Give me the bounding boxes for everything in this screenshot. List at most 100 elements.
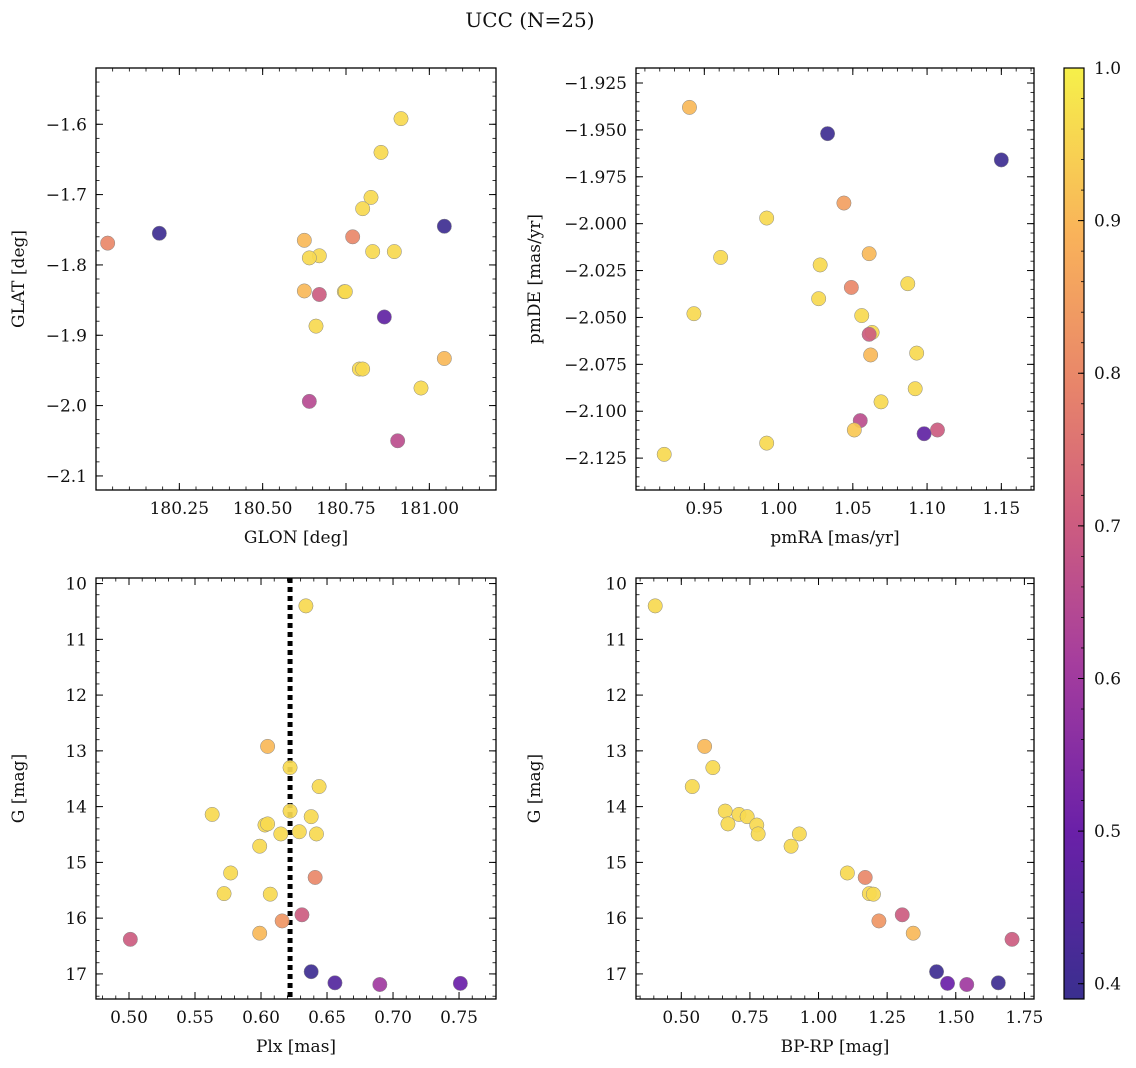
y-axis-label: GLAT [deg] (9, 230, 29, 328)
y-tick-label: −1.9 (46, 326, 87, 346)
y-tick-label: −2.0 (46, 397, 87, 417)
colorbar-tick-label: 0.4 (1094, 975, 1121, 995)
data-point (697, 738, 713, 754)
colorbar-gradient (1063, 67, 1085, 1000)
data-point (843, 279, 859, 295)
data-point (303, 964, 319, 980)
y-tick-label: −1.950 (564, 121, 627, 141)
axes-frame (635, 67, 1035, 491)
figure-title: UCC (N=25) (465, 8, 594, 32)
x-tick-label: 0.50 (110, 1008, 148, 1028)
x-tick-label: 1.15 (982, 499, 1020, 519)
data-point (820, 126, 836, 142)
y-tick-label: 12 (605, 686, 627, 706)
x-tick-label: 0.50 (662, 1008, 700, 1028)
data-point (298, 598, 314, 614)
y-tick-label: −2.050 (564, 308, 627, 328)
data-point (713, 249, 729, 265)
x-axis-label: Plx [mas] (256, 1037, 336, 1057)
colorbar-tick-label: 0.8 (1094, 364, 1121, 384)
data-point (436, 351, 452, 366)
y-tick-label: −2.100 (564, 402, 627, 422)
data-point (252, 838, 268, 854)
y-axis-label: G [mag] (9, 754, 29, 823)
data-point (363, 189, 379, 205)
data-point (863, 347, 879, 363)
x-tick-label: 180.25 (150, 499, 209, 519)
y-tick-label: 14 (605, 798, 627, 818)
colorbar-tick-label: 1.0 (1094, 59, 1121, 79)
plot-area (100, 111, 452, 449)
data-point (861, 326, 877, 342)
data-point (376, 309, 392, 325)
x-tick-label: 0.55 (176, 1008, 214, 1028)
data-point (308, 318, 324, 334)
axes-frame (95, 67, 497, 491)
data-point (791, 826, 807, 842)
data-point (993, 152, 1009, 168)
y-tick-label: 16 (65, 909, 87, 929)
data-point (871, 913, 887, 929)
data-point (355, 201, 371, 217)
y-tick-label: 15 (65, 853, 87, 873)
y-tick-label: −1.975 (564, 168, 627, 188)
data-point (959, 977, 975, 992)
y-axis-label: pmDE [mas/yr] (525, 214, 545, 344)
data-point (909, 345, 925, 361)
data-point (905, 925, 921, 941)
plot-area (647, 598, 1020, 992)
data-point (1004, 931, 1020, 947)
data-point (900, 276, 916, 292)
plot-area (122, 578, 468, 999)
data-point (452, 975, 468, 991)
data-point (296, 283, 312, 299)
data-point (252, 925, 268, 941)
panel-bottom-right: 0.50 0.75 1.00 1.25 1.50 1.75 10 11 12 13 14 15 16 17… (525, 575, 1043, 1057)
y-tick-label: −1.7 (46, 186, 87, 206)
data-point (282, 803, 298, 819)
y-tick-label: 10 (65, 575, 87, 595)
y-tick-label: 14 (65, 798, 87, 818)
panels: 180.25 180.50 180.75 181.00 −2.1 −2.0 −1.9 −1.8… (9, 67, 1043, 1057)
data-point (260, 816, 276, 832)
x-tick-label: 1.00 (800, 1008, 838, 1028)
axes-frame (635, 577, 1035, 1000)
data-point (301, 393, 317, 409)
data-point (309, 826, 324, 842)
colorbar-tick-label: 0.7 (1094, 517, 1121, 537)
data-point (739, 809, 755, 825)
data-point (122, 931, 138, 947)
x-tick-label: 0.95 (685, 499, 723, 519)
data-point (857, 869, 873, 885)
axes-frame (95, 577, 497, 1000)
data-point (393, 111, 409, 127)
y-tick-label: −2.075 (564, 355, 627, 375)
data-point (684, 779, 700, 794)
x-tick-label: 1.05 (834, 499, 872, 519)
y-tick-label: 10 (605, 575, 627, 595)
data-point (373, 144, 389, 160)
panel-bottom-left: 0.50 0.55 0.60 0.65 0.70 0.75 10 11 12 13 14 15 16 17… (9, 575, 497, 1057)
data-point (836, 195, 852, 211)
x-tick-label: 0.75 (731, 1008, 769, 1028)
data-point (854, 308, 870, 324)
data-point (865, 886, 881, 902)
data-point (929, 964, 945, 980)
data-point (327, 975, 343, 991)
x-tick-label: 0.75 (440, 1008, 478, 1028)
data-point (686, 306, 702, 322)
x-tick-label: 0.70 (374, 1008, 412, 1028)
x-tick-label: 0.65 (308, 1008, 346, 1028)
data-point (811, 291, 827, 307)
data-point (260, 738, 276, 754)
colorbar-ticks: 0.4 0.5 0.6 0.7 0.8 0.9 1.0 (1078, 59, 1121, 995)
y-tick-label: 11 (65, 630, 87, 650)
data-point (759, 435, 775, 451)
data-point (311, 287, 327, 302)
data-point (100, 235, 116, 251)
y-tick-label: −2.125 (564, 449, 627, 469)
x-axis-label: GLON [deg] (244, 528, 348, 548)
colorbar-tick-label: 0.9 (1094, 212, 1121, 232)
data-point (413, 380, 429, 396)
y-tick-label: 17 (65, 965, 87, 985)
